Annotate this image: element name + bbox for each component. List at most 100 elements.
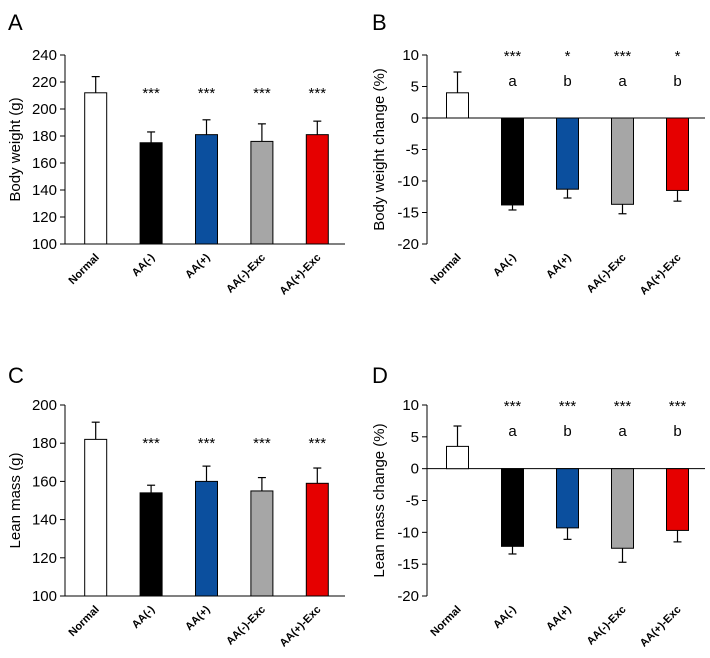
y-tick-label: 200 — [32, 397, 57, 414]
y-tick-label: 100 — [32, 236, 57, 253]
bar-aa — [139, 492, 163, 597]
y-tick-label: -15 — [397, 205, 419, 222]
bar-aa-exc — [666, 117, 689, 191]
significance-letter: b — [673, 73, 681, 90]
x-category-label: AA(+)-Exc — [278, 252, 324, 298]
x-category-label: Normal — [428, 604, 463, 639]
bar-aa-exc — [305, 482, 329, 597]
bar-normal — [84, 92, 108, 245]
x-category-label: AA(-) — [130, 251, 158, 279]
significance-stars: *** — [198, 435, 216, 452]
y-tick-label: 240 — [32, 47, 57, 64]
y-tick-label: 140 — [32, 512, 57, 529]
significance-letter: b — [563, 423, 571, 440]
bar-aa-exc — [666, 468, 689, 531]
y-tick-label: -10 — [397, 524, 419, 541]
significance-stars: *** — [669, 398, 687, 415]
x-category-label: AA(-)-Exc — [224, 252, 268, 296]
x-category-label: Normal — [428, 252, 463, 287]
y-tick-label: 180 — [32, 128, 57, 145]
significance-stars: *** — [309, 435, 327, 452]
y-tick-label: 5 — [411, 429, 419, 446]
x-category-label: AA(-)-Exc — [224, 604, 268, 648]
bar-aa-exc — [250, 490, 274, 597]
x-category-label: AA(-) — [491, 251, 519, 279]
y-tick-label: 120 — [32, 550, 57, 567]
panel-letter: D — [372, 363, 388, 388]
significance-stars: *** — [614, 398, 632, 415]
y-tick-label: 180 — [32, 435, 57, 452]
y-tick-label: 160 — [32, 155, 57, 172]
significance-stars: *** — [504, 48, 522, 65]
y-tick-label: 5 — [411, 79, 419, 96]
panel-d: D -20 -15 -10 -5 0 5 10 Lean mass change (%) Norm… — [371, 363, 705, 650]
x-category-label: AA(+) — [183, 251, 213, 281]
y-tick-label: 10 — [402, 397, 419, 414]
bar-normal — [446, 445, 469, 470]
significance-stars: *** — [504, 398, 522, 415]
significance-stars: *** — [142, 85, 160, 102]
x-category-label: AA(+)-Exc — [638, 252, 684, 298]
y-tick-label: 140 — [32, 182, 57, 199]
y-tick-label: -15 — [397, 556, 419, 573]
y-tick-label: 0 — [411, 461, 419, 478]
bar-aa-exc — [611, 117, 634, 205]
significance-letter: a — [618, 73, 627, 90]
significance-stars: * — [675, 48, 681, 65]
y-tick-label: 10 — [402, 47, 419, 64]
significance-stars: * — [565, 48, 571, 65]
significance-stars: *** — [253, 435, 271, 452]
x-category-label: Normal — [67, 604, 102, 639]
y-tick-label: 120 — [32, 209, 57, 226]
bar-aa — [556, 468, 579, 529]
significance-stars: *** — [309, 85, 327, 102]
bar-aa-exc — [250, 140, 274, 245]
x-category-label: AA(-) — [491, 603, 519, 631]
bar-aa — [139, 142, 163, 245]
bar-aa — [556, 117, 579, 190]
bar-aa — [501, 117, 524, 206]
y-tick-label: -20 — [397, 236, 419, 253]
significance-stars: *** — [253, 85, 271, 102]
bar-normal — [446, 92, 469, 119]
y-tick-label: -10 — [397, 173, 419, 190]
y-tick-label: 160 — [32, 473, 57, 490]
y-tick-label: 0 — [411, 110, 419, 127]
significance-letter: a — [618, 423, 627, 440]
panel-letter: A — [8, 10, 23, 35]
significance-letter: a — [508, 73, 517, 90]
x-category-label: Normal — [67, 252, 102, 287]
significance-stars: *** — [559, 398, 577, 415]
x-category-label: AA(+) — [183, 603, 213, 633]
panel-c: C 100 120 140 160 180 200 Lean mass (g) Normal AA… — [7, 363, 345, 650]
x-category-label: AA(+) — [544, 251, 574, 281]
y-tick-label: -20 — [397, 588, 419, 605]
y-tick-label: -5 — [406, 493, 419, 510]
y-tick-label: 200 — [32, 101, 57, 118]
x-category-label: AA(+) — [544, 603, 574, 633]
significance-letter: a — [508, 423, 517, 440]
panel-letter: C — [8, 363, 24, 388]
x-category-label: AA(+)-Exc — [278, 604, 324, 650]
bar-aa-exc — [305, 134, 329, 245]
bar-aa — [195, 480, 218, 597]
y-axis-label: Body weight change (%) — [371, 68, 388, 231]
x-category-label: AA(-) — [130, 603, 158, 631]
x-category-label: AA(-)-Exc — [585, 252, 629, 296]
x-category-label: AA(-)-Exc — [585, 604, 629, 648]
panel-b: B -20 -15 -10 -5 0 5 10 Body weight change (%) No… — [371, 10, 705, 298]
x-category-label: AA(+)-Exc — [638, 604, 684, 650]
significance-stars: *** — [198, 85, 216, 102]
y-axis-label: Lean mass (g) — [7, 453, 24, 549]
significance-stars: *** — [142, 435, 160, 452]
y-tick-label: 220 — [32, 74, 57, 91]
panel-letter: B — [372, 10, 387, 35]
bar-normal — [84, 438, 108, 597]
significance-letter: b — [563, 73, 571, 90]
bar-aa-exc — [611, 468, 634, 549]
panel-a: A 100 120 140 160 180 200 220 240 Body weight (g)… — [7, 10, 345, 298]
bar-aa — [195, 134, 218, 245]
y-axis-label: Body weight (g) — [7, 97, 24, 201]
y-axis-label: Lean mass change (%) — [371, 423, 388, 577]
